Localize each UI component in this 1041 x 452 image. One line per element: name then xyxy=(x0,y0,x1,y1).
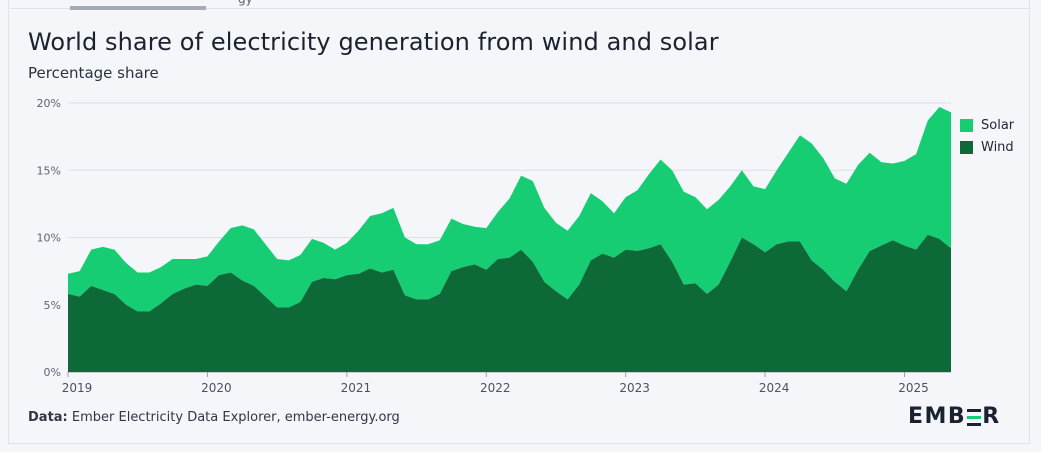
logo-e-mark xyxy=(967,408,982,426)
legend-label-wind: Wind xyxy=(981,139,1014,155)
solar-area-series xyxy=(68,107,951,312)
logo-text-right: R xyxy=(982,404,1001,429)
y-tick-label: 15% xyxy=(37,164,61,177)
active-tab-indicator[interactable] xyxy=(70,6,206,10)
bottom-divider xyxy=(8,443,1030,444)
y-tick-label: 10% xyxy=(37,232,61,245)
x-tick-label: 2025 xyxy=(898,381,929,395)
legend-swatch-solar xyxy=(960,118,973,132)
x-axis-ticks: 2019 2020 2021 2022 2023 2024 2025 xyxy=(62,372,929,395)
logo-text-left: EMB xyxy=(908,404,967,429)
data-source: Data: Ember Electricity Data Explorer, e… xyxy=(28,410,400,425)
x-tick-label: 2022 xyxy=(480,381,511,395)
x-tick-label: 2023 xyxy=(619,381,650,395)
ember-logo[interactable]: EMB R xyxy=(908,404,1001,429)
wind-area-series xyxy=(68,234,951,372)
chart-areas xyxy=(68,107,951,372)
y-tick-label: 0% xyxy=(44,366,61,379)
legend-label-solar: Solar xyxy=(981,117,1015,133)
tab-label-fragment[interactable]: gy xyxy=(238,0,253,6)
x-tick-label: 2019 xyxy=(62,381,93,395)
y-tick-label: 5% xyxy=(44,299,61,312)
source-text: Ember Electricity Data Explorer, ember-e… xyxy=(67,410,400,425)
x-tick-label: 2021 xyxy=(341,381,372,395)
legend-item-wind[interactable]: Wind xyxy=(960,136,1014,158)
x-tick-label: 2020 xyxy=(201,381,232,395)
top-panel-border xyxy=(8,0,1030,9)
legend-item-solar[interactable]: Solar xyxy=(960,114,1014,136)
source-prefix: Data: xyxy=(28,410,68,425)
x-tick-label: 2024 xyxy=(759,381,790,395)
chart-subtitle: Percentage share xyxy=(28,64,159,82)
legend-swatch-wind xyxy=(960,140,973,154)
y-axis-ticks: 0% 5% 10% 15% 20% xyxy=(37,97,61,379)
chart-title: World share of electricity generation fr… xyxy=(28,28,719,56)
y-tick-label: 20% xyxy=(37,97,61,110)
chart-legend: Solar Wind xyxy=(960,114,1014,158)
